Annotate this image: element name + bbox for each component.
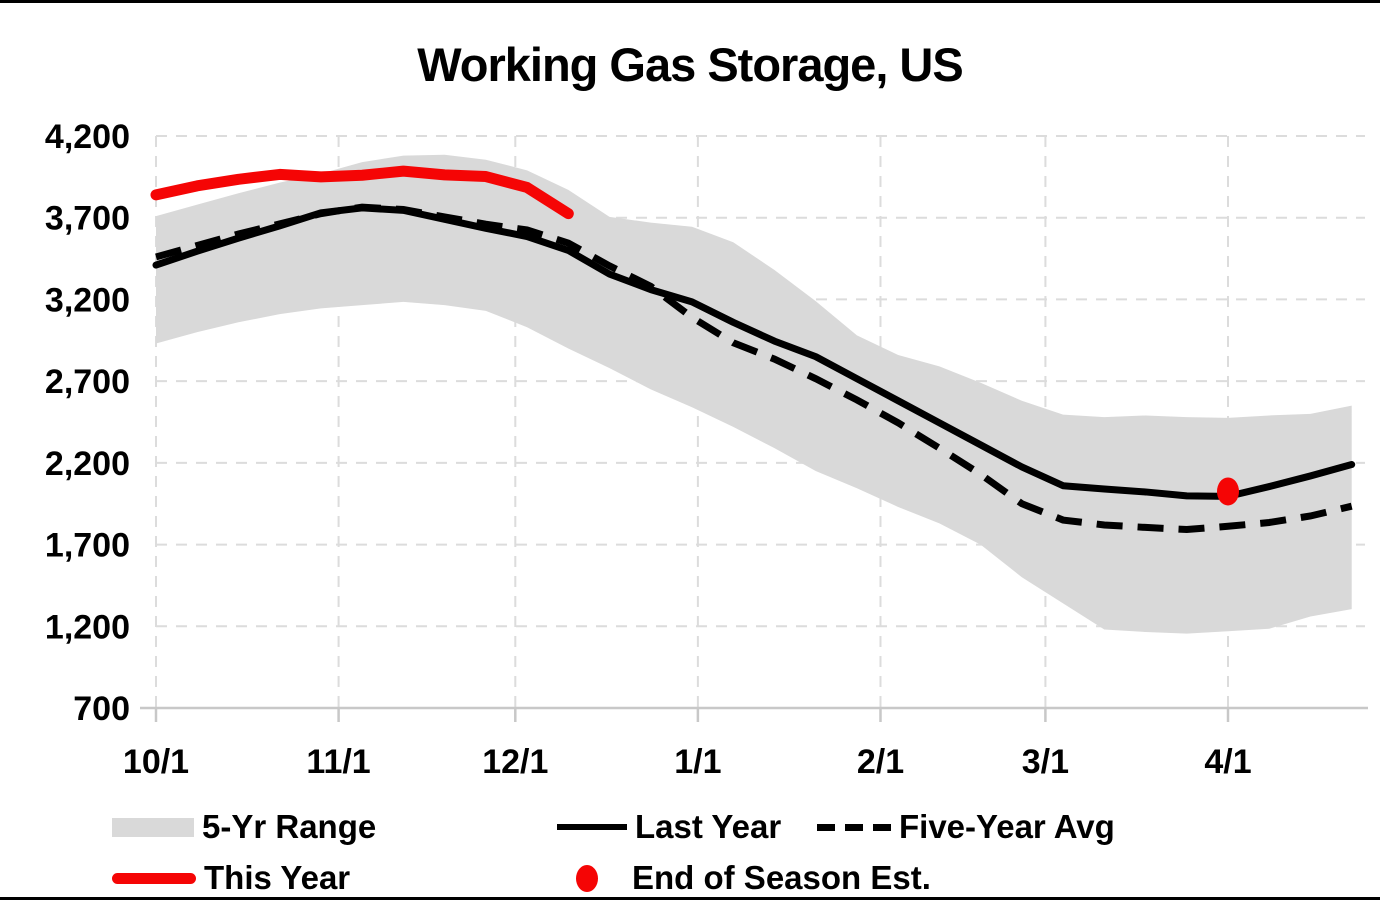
x-tick-label: 10/1 [123, 743, 189, 781]
x-tick-label: 1/1 [674, 743, 721, 781]
y-tick-label: 2,700 [45, 363, 130, 401]
legend-label-5yr-range: 5-Yr Range [202, 808, 377, 845]
dashed-line-swatch-icon [817, 823, 891, 831]
y-tick-labels: 700 1,200 1,700 2,200 2,700 3,200 3,700 4,200 [45, 118, 130, 728]
legend-label-this-year: This Year [204, 859, 351, 896]
legend-item-end-of-season: End of Season Est. [576, 859, 931, 897]
legend-item-5yr-range: 5-Yr Range [112, 808, 376, 846]
y-tick-label: 1,200 [45, 608, 130, 646]
solid-line-swatch-icon [557, 824, 627, 830]
y-tick-label: 3,700 [45, 200, 130, 238]
legend-item-five-year-avg: Five-Year Avg [817, 808, 1115, 846]
x-tick-label: 12/1 [482, 743, 548, 781]
y-tick-label: 3,200 [45, 281, 130, 319]
end-of-season-dot [1217, 477, 1239, 506]
range-swatch-icon [112, 817, 194, 837]
y-tick-label: 4,200 [45, 118, 130, 156]
x-tick-label: 11/1 [306, 743, 370, 781]
this-year-line [150, 165, 574, 220]
five-year-range-band [156, 154, 1352, 634]
x-tick-labels: 10/1 11/1 12/1 1/1 2/1 3/1 4/1 [123, 743, 1252, 781]
legend-label-last-year: Last Year [635, 808, 782, 845]
legend-item-this-year: This Year [112, 859, 350, 897]
x-tick-label: 2/1 [857, 743, 904, 781]
chart-title: Working Gas Storage, US [417, 38, 963, 91]
y-tick-label: 700 [73, 690, 130, 728]
y-tick-label: 1,700 [45, 527, 130, 565]
legend-label-end-of-season: End of Season Est. [632, 859, 931, 896]
storage-chart: 700 1,200 1,700 2,200 2,700 3,200 3,700 4,200 10… [45, 118, 1368, 781]
legend-label-five-year-avg: Five-Year Avg [899, 808, 1115, 845]
red-line-swatch-icon [112, 872, 196, 884]
x-tick-label: 3/1 [1022, 743, 1069, 781]
x-tick-label: 4/1 [1204, 743, 1251, 781]
last-year-line [152, 204, 1356, 500]
legend-item-last-year: Last Year [557, 808, 781, 846]
red-dot-swatch-icon [576, 864, 598, 892]
x-axis [140, 706, 1368, 722]
y-tick-label: 2,200 [45, 445, 130, 483]
